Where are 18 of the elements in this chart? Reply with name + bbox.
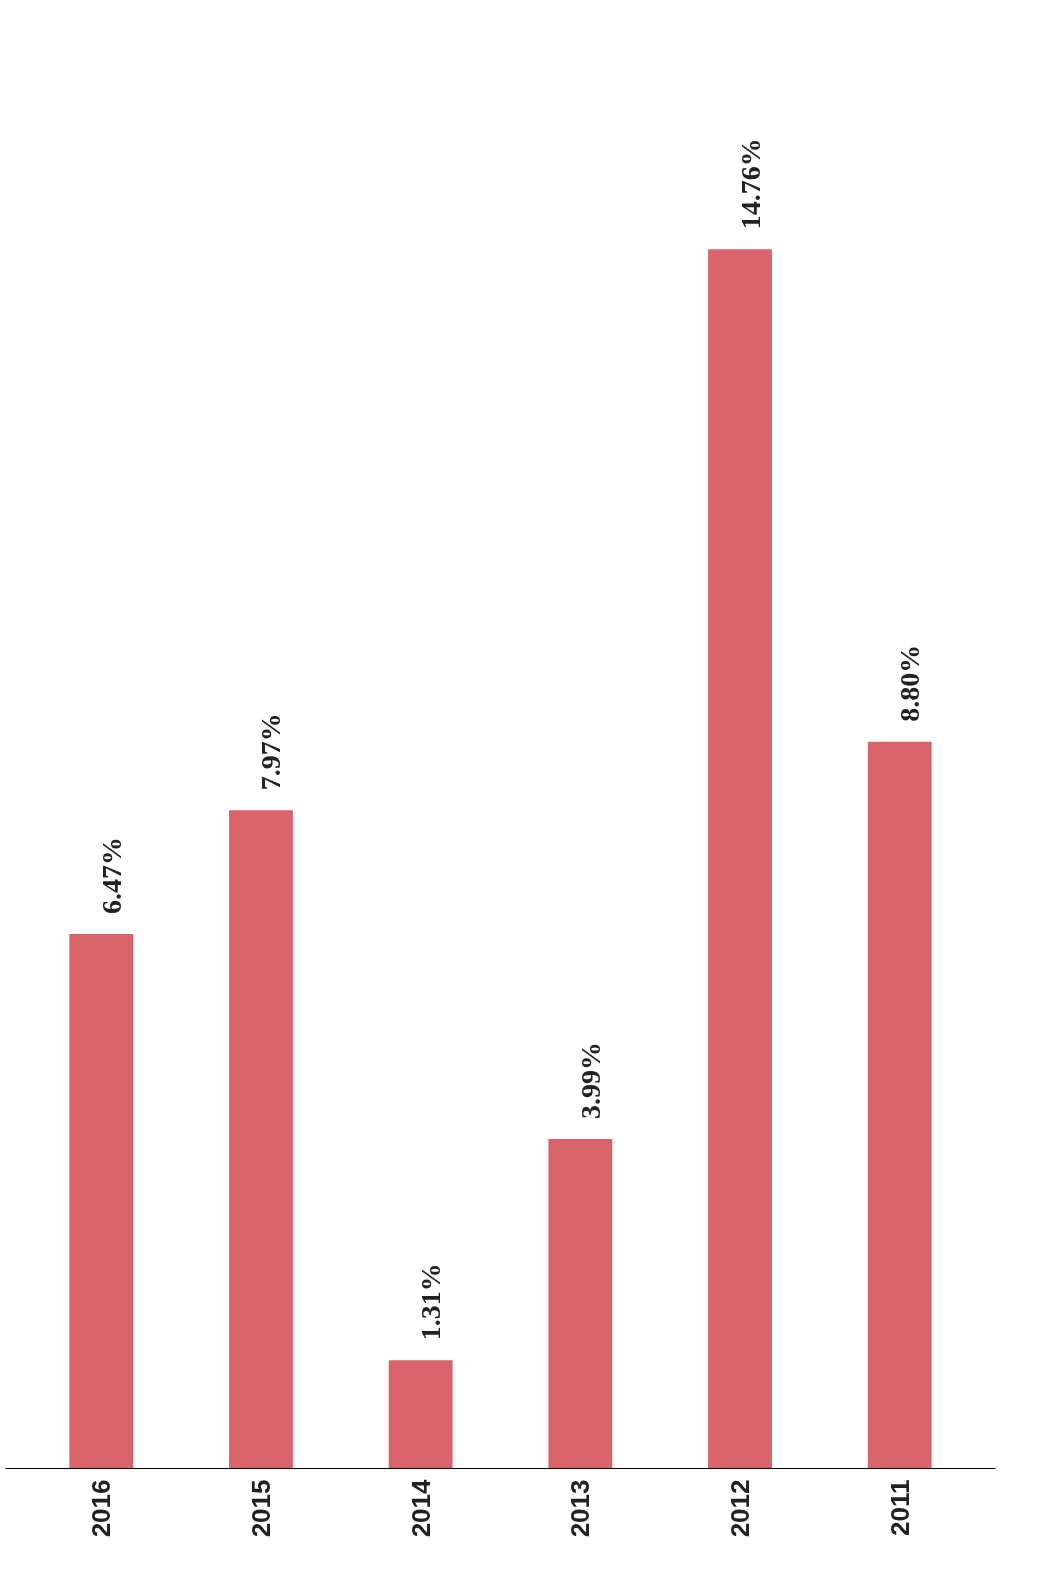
bar bbox=[388, 1360, 453, 1469]
data-label: 3.99% bbox=[574, 1041, 606, 1119]
bar bbox=[229, 810, 293, 1469]
bar bbox=[708, 249, 772, 1469]
bar bbox=[548, 1138, 613, 1469]
data-label: 6.47% bbox=[95, 837, 127, 915]
x-tick-label: 2012 bbox=[725, 1479, 756, 1538]
data-label: 8.80% bbox=[894, 644, 926, 722]
bar bbox=[69, 934, 134, 1469]
data-label: 7.97% bbox=[255, 713, 287, 791]
x-tick-label: 2015 bbox=[245, 1479, 276, 1538]
data-label: 1.31% bbox=[415, 1263, 447, 1341]
bar bbox=[867, 741, 932, 1469]
x-tick-label: 2013 bbox=[565, 1479, 596, 1538]
data-label: 14.76% bbox=[734, 138, 766, 230]
x-tick-label: 2014 bbox=[405, 1478, 436, 1538]
x-tick-label: 2011 bbox=[884, 1479, 915, 1536]
x-tick-label: 2016 bbox=[86, 1479, 117, 1538]
